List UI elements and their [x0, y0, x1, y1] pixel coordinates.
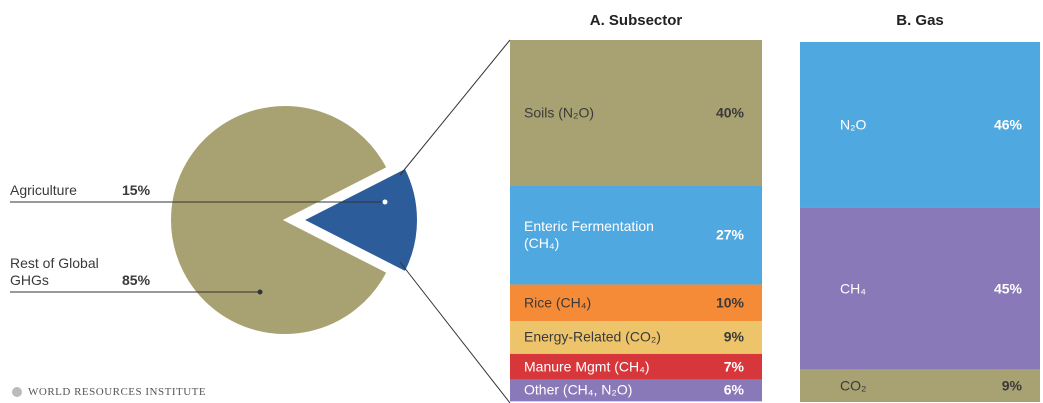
bar-segment: [510, 40, 762, 186]
bar-segment: [510, 379, 762, 402]
segment-value: 40%: [715, 104, 744, 121]
segment-label: CO₂: [840, 377, 867, 394]
column-title: A. Subsector: [589, 12, 683, 29]
bar-segment: [510, 353, 762, 380]
bar-segment: [800, 42, 1040, 208]
segment-label: Soils (N₂O): [524, 104, 594, 121]
leader-dot: [382, 199, 388, 205]
pie-slice: [300, 166, 419, 274]
segment-value: 27%: [715, 226, 744, 243]
segment-value: 9%: [723, 328, 744, 345]
pie-slice: [169, 104, 389, 336]
bar-segment: [800, 207, 1040, 370]
bar-segment: [800, 369, 1040, 402]
source: WORLD RESOURCES INSTITUTE: [28, 386, 207, 398]
segment-value: 10%: [715, 294, 744, 311]
segment-label: Enteric Fermentation (CH₄): [524, 218, 654, 252]
source-icon: [12, 387, 22, 397]
bar-segment: [510, 284, 762, 322]
leader-dot: [257, 289, 263, 295]
segment-label: Energy-Related (CO₂): [524, 328, 661, 345]
segment-label: CH₄: [840, 280, 866, 297]
segment-label: Manure Mgmt (CH₄): [524, 358, 650, 375]
column-title: B. Gas: [896, 12, 944, 29]
bar-segment: [510, 186, 762, 285]
pie-label: Rest of Global GHGs: [10, 255, 99, 288]
zoom-line: [399, 39, 511, 176]
pie-value: 15%: [122, 182, 151, 198]
segment-value: 45%: [993, 280, 1022, 297]
zoom-line: [399, 261, 511, 403]
segment-value: 46%: [993, 116, 1022, 133]
segment-value: 9%: [1001, 377, 1022, 394]
segment-label: Other (CH₄, N₂O): [524, 381, 633, 398]
segment-value: 6%: [723, 381, 744, 398]
segment-value: 7%: [723, 358, 744, 375]
pie-label: Agriculture: [10, 182, 77, 198]
segment-label: Rice (CH₄): [524, 294, 592, 311]
segment-label: N₂O: [840, 116, 867, 133]
pie-value: 85%: [122, 272, 151, 288]
bar-segment: [510, 321, 762, 354]
